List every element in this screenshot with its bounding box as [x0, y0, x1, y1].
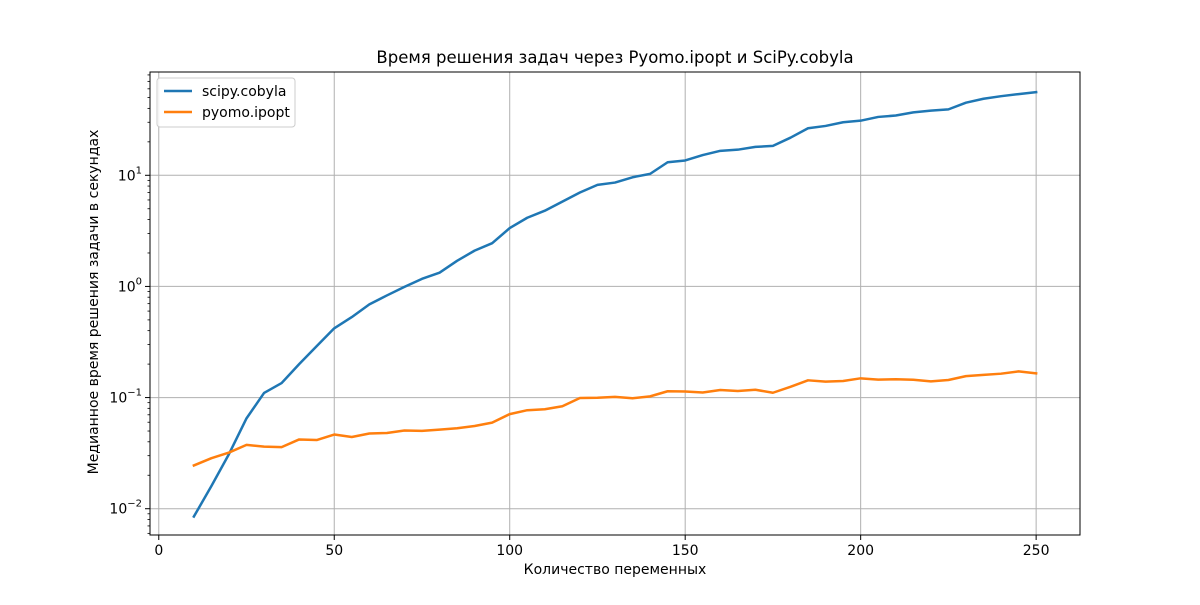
legend-label: scipy.cobyla [202, 84, 286, 100]
x-axis-ticks: 0 50 100 150 200 250 [154, 535, 1049, 559]
series-lines [192, 90, 1038, 519]
x-tick-label: 150 [672, 543, 699, 559]
series-line-pyomo-ipopt [192, 370, 1038, 468]
legend-label: pyomo.ipopt [202, 105, 290, 121]
x-tick-label: 50 [325, 543, 343, 559]
y-tick-label: 10−2 [109, 499, 142, 518]
legend: scipy.cobyla pyomo.ipopt [156, 77, 296, 128]
chart-title: Время решения задач через Pyomo.ipopt и … [376, 48, 853, 67]
y-tick-label: 10−1 [109, 388, 142, 407]
x-tick-label: 100 [496, 543, 523, 559]
x-tick-label: 200 [847, 543, 874, 559]
y-tick-label: 100 [118, 276, 142, 295]
series-line-scipy-cobyla [192, 90, 1038, 519]
x-axis-label: Количество переменных [524, 562, 707, 578]
y-axis-label: Медианное время решения задачи в секунда… [86, 130, 102, 475]
plot-frame [149, 71, 1081, 536]
grid [150, 72, 1080, 535]
x-tick-label: 250 [1023, 543, 1050, 559]
y-axis-ticks: 10−2 10−1 100 101 [109, 74, 150, 534]
x-tick-label: 0 [154, 543, 163, 559]
y-tick-label: 101 [118, 165, 142, 184]
